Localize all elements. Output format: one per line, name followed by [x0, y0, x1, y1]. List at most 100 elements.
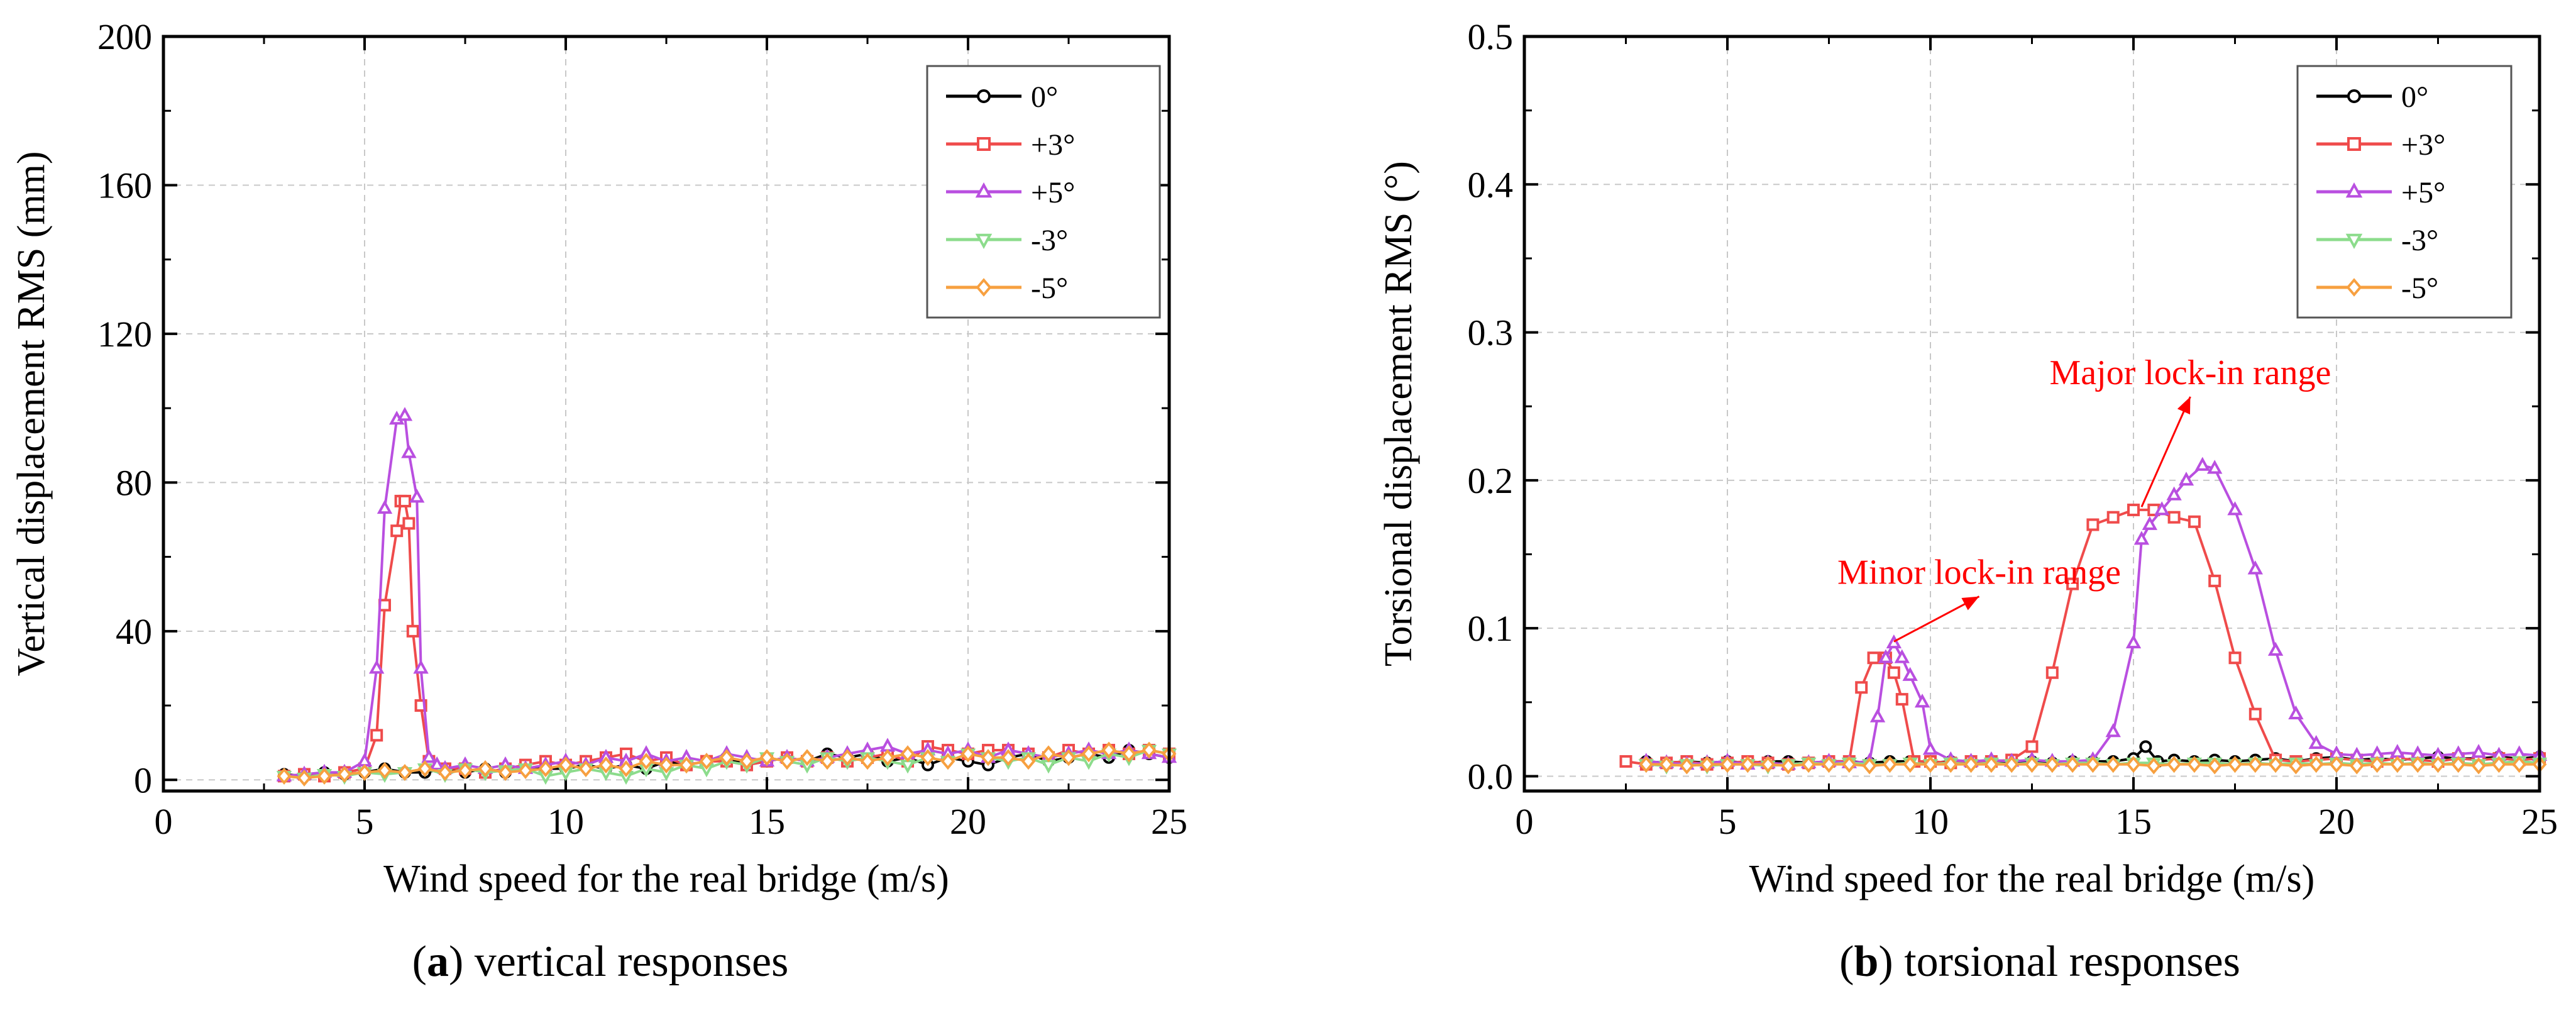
data-point — [1121, 745, 1137, 763]
legend-label: +3° — [1031, 128, 1075, 162]
data-point — [639, 753, 654, 770]
data-point — [598, 756, 614, 774]
caption-label: b — [1854, 938, 1878, 986]
legend-swatch-marker — [2347, 137, 2361, 151]
data-point — [2248, 756, 2263, 773]
data-point — [1619, 755, 1632, 768]
data-point — [357, 763, 372, 781]
data-point — [2431, 756, 2445, 773]
x-axis-label: Wind speed for the real bridge (m/s) — [1749, 858, 2315, 900]
x-tick-label: 10 — [548, 801, 584, 842]
data-point — [981, 749, 996, 766]
data-point — [438, 763, 453, 781]
data-point — [900, 745, 915, 763]
plot-frame — [1522, 35, 2541, 793]
y-tick-label: 160 — [97, 165, 152, 206]
data-point — [297, 769, 312, 787]
data-point — [2194, 456, 2211, 471]
data-point — [900, 760, 916, 774]
data-point — [2471, 757, 2486, 775]
caption-label: a — [427, 938, 449, 986]
data-point — [558, 756, 573, 774]
x-tick-label: 5 — [356, 801, 374, 842]
data-point — [2208, 574, 2221, 587]
data-point — [820, 753, 835, 770]
data-point — [1964, 756, 1979, 773]
data-point — [1081, 745, 1096, 763]
legend-label: 0° — [2401, 80, 2428, 114]
data-point — [2370, 756, 2385, 773]
data-point — [421, 749, 437, 763]
data-point — [1761, 756, 1776, 773]
legend-label: -5° — [2401, 272, 2438, 305]
data-point — [2142, 516, 2158, 530]
series-line — [1626, 508, 2540, 766]
data-point — [1887, 666, 1900, 679]
data-point — [538, 760, 553, 778]
data-point — [2187, 756, 2202, 773]
data-point — [2045, 666, 2059, 679]
data-point — [940, 753, 955, 770]
data-point — [2066, 577, 2079, 590]
data-point — [2004, 756, 2019, 773]
data-point — [2154, 501, 2170, 516]
data-point — [2025, 756, 2039, 773]
x-axis-label: Wind speed for the real bridge (m/s) — [383, 858, 949, 900]
data-point — [401, 444, 417, 458]
data-point — [2178, 472, 2194, 486]
data-point — [1142, 741, 1157, 759]
data-point — [1781, 757, 1796, 775]
data-point — [2228, 651, 2242, 665]
data-point — [2207, 460, 2223, 474]
data-point — [1040, 760, 1057, 774]
data-point — [277, 767, 292, 785]
data-point — [1855, 681, 1868, 694]
data-point — [759, 749, 774, 766]
data-point — [2207, 757, 2222, 775]
data-point — [417, 760, 432, 778]
annotation-text: Major lock-in range — [2050, 353, 2331, 392]
data-point — [317, 767, 332, 785]
legend-label: 0° — [1031, 80, 1058, 114]
annotation: Minor lock-in range — [1837, 553, 2121, 643]
annotation-arrowhead — [1961, 596, 1979, 611]
series--5° — [1639, 756, 2547, 775]
data-point — [2139, 740, 2152, 753]
data-point — [2045, 756, 2060, 773]
series-+3° — [278, 494, 1175, 783]
data-point — [2268, 756, 2283, 773]
data-point — [2105, 723, 2121, 738]
plot-frame — [162, 35, 1171, 793]
legend-swatch-marker — [975, 182, 993, 198]
data-point — [2167, 511, 2181, 524]
data-point — [2146, 757, 2161, 775]
data-point — [2227, 501, 2243, 516]
x-tick-label: 0 — [155, 801, 173, 842]
data-point — [1041, 745, 1056, 763]
data-point — [860, 753, 875, 770]
data-point — [2288, 705, 2304, 720]
annotation-text: Minor lock-in range — [1837, 553, 2121, 592]
data-point — [2267, 641, 2284, 656]
data-point — [659, 756, 674, 774]
data-point — [960, 745, 976, 763]
y-tick-label: 0.0 — [1468, 756, 1514, 797]
data-point — [2106, 756, 2121, 773]
data-point — [2390, 756, 2405, 773]
legend-label: +5° — [1031, 176, 1075, 209]
data-point — [2085, 756, 2100, 773]
data-point — [1943, 756, 1958, 773]
data-point — [779, 753, 795, 770]
data-point — [2288, 757, 2303, 775]
series-+5° — [276, 407, 1177, 782]
data-point — [397, 763, 412, 781]
x-tick-label: 15 — [2115, 801, 2152, 842]
data-point — [458, 761, 473, 779]
data-point — [498, 763, 513, 781]
series-line — [1646, 464, 2540, 766]
data-point — [2188, 515, 2201, 528]
data-point — [1720, 756, 1735, 773]
data-point — [2512, 756, 2527, 773]
data-point — [2491, 756, 2506, 773]
